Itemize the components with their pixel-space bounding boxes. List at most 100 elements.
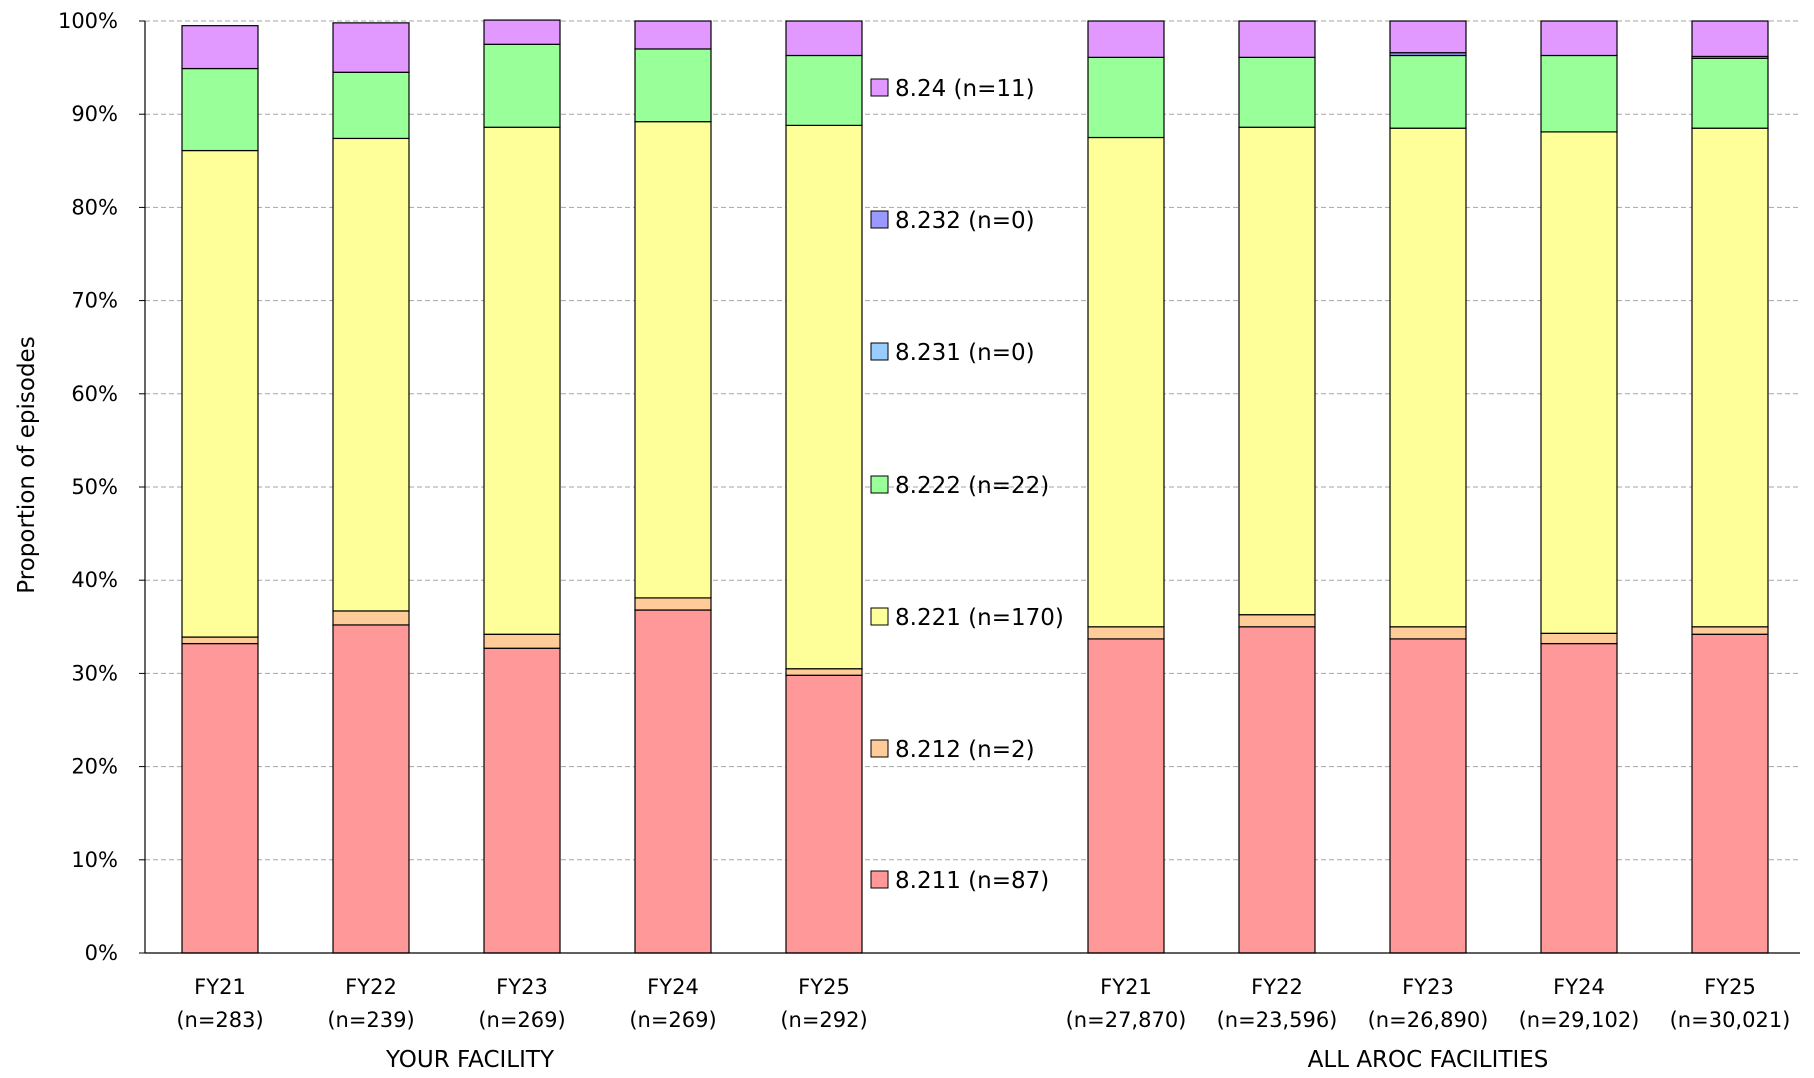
y-tick-label: 60% xyxy=(71,382,118,406)
bar-segment xyxy=(1389,54,1467,129)
bar-segment xyxy=(785,674,863,954)
bar-segment xyxy=(483,43,561,128)
x-category-count-label: (n=283) xyxy=(176,1008,263,1032)
bar-segment xyxy=(1691,127,1769,628)
legend-label: 8.211 (n=87) xyxy=(895,868,1049,894)
bar-segment xyxy=(332,137,410,612)
legend-label: 8.24 (n=11) xyxy=(895,76,1035,102)
bar-segment xyxy=(1540,20,1618,57)
gridlines xyxy=(145,20,1800,861)
bar-segment xyxy=(785,54,863,126)
bar-segment xyxy=(483,126,561,635)
legend-swatch xyxy=(870,607,889,626)
legend-label: 8.231 (n=0) xyxy=(895,340,1035,366)
x-category-count-label: (n=30,021) xyxy=(1670,1008,1791,1032)
bar-segment xyxy=(1087,638,1165,954)
bar-segment xyxy=(181,25,259,70)
x-category-label: FY21 xyxy=(194,975,246,999)
bar-segment xyxy=(1691,633,1769,954)
x-category-count-label: (n=269) xyxy=(629,1008,716,1032)
legend-swatch xyxy=(870,870,889,889)
x-category-count-label: (n=269) xyxy=(478,1008,565,1032)
bar-segment xyxy=(1087,56,1165,139)
x-category-label: FY25 xyxy=(1704,975,1756,999)
x-category-label: FY24 xyxy=(647,975,699,999)
bar-segment xyxy=(634,121,712,599)
x-category-count-label: (n=27,870) xyxy=(1066,1008,1187,1032)
bar-segment xyxy=(181,67,259,152)
axes xyxy=(139,20,1800,954)
bar-segment xyxy=(1087,136,1165,628)
y-tick-labels: 0% 10% 20% 30% 40% 50% 60% 70% 80% 90% 100% xyxy=(58,9,118,965)
legend-swatch xyxy=(870,739,889,758)
bar-segment xyxy=(332,22,410,73)
bar-segment xyxy=(785,668,863,676)
y-tick-label: 40% xyxy=(71,568,118,592)
x-category-label: FY22 xyxy=(345,975,397,999)
y-tick-label: 10% xyxy=(71,848,118,872)
group-labels: YOUR FACILITY ALL AROC FACILITIES xyxy=(385,1047,1548,1073)
bar-segment xyxy=(1540,54,1618,133)
legend-swatch xyxy=(870,475,889,494)
bar-segment xyxy=(1691,20,1769,58)
bar-segment xyxy=(332,71,410,140)
bar-segment xyxy=(1389,127,1467,628)
bar-segment xyxy=(332,624,410,954)
bar-segment xyxy=(1238,20,1316,58)
bar-segment xyxy=(483,19,561,45)
x-category-count-label: (n=292) xyxy=(780,1008,867,1032)
bar-segment xyxy=(1238,614,1316,628)
y-tick-label: 70% xyxy=(71,289,118,313)
y-tick-label: 0% xyxy=(85,941,118,965)
bar-segment xyxy=(1540,131,1618,634)
legend-label: 8.221 (n=170) xyxy=(895,605,1064,631)
bar-segment xyxy=(332,610,410,626)
y-tick-label: 90% xyxy=(71,102,118,126)
x-category-count-label: (n=23,596) xyxy=(1217,1008,1338,1032)
legend-label: 8.222 (n=22) xyxy=(895,473,1049,499)
x-category-label: FY22 xyxy=(1251,975,1303,999)
bar-segment xyxy=(634,48,712,123)
bar-segment xyxy=(1389,626,1467,640)
bar-segment xyxy=(1540,642,1618,954)
bar-segment xyxy=(785,20,863,57)
x-category-labels: FY21 (n=283) FY22 (n=239) FY23 (n=269) FY24 (n=… xyxy=(176,975,1790,1032)
bar-segment xyxy=(1389,638,1467,954)
bar-segment xyxy=(483,647,561,954)
bar-segment xyxy=(634,609,712,954)
bar-segment xyxy=(1389,20,1467,54)
bar-segment xyxy=(1238,626,1316,954)
bar-segment xyxy=(1238,126,1316,616)
group-label: YOUR FACILITY xyxy=(385,1047,555,1073)
x-category-count-label: (n=239) xyxy=(327,1008,414,1032)
bar-segment xyxy=(1238,56,1316,128)
legend-label: 8.232 (n=0) xyxy=(895,208,1035,234)
bar-segment xyxy=(181,636,259,645)
legend-swatch xyxy=(870,342,889,361)
x-category-label: FY24 xyxy=(1553,975,1605,999)
x-category-count-label: (n=26,890) xyxy=(1368,1008,1489,1032)
y-tick-label: 30% xyxy=(71,661,118,685)
x-category-label: FY23 xyxy=(496,975,548,999)
bars xyxy=(181,19,1769,954)
bar-segment xyxy=(1087,626,1165,640)
x-category-label: FY21 xyxy=(1100,975,1152,999)
y-tick-label: 80% xyxy=(71,195,118,219)
y-axis-title: Proportion of episodes xyxy=(14,336,40,593)
y-tick-label: 50% xyxy=(71,475,118,499)
x-category-count-label: (n=29,102) xyxy=(1519,1008,1640,1032)
y-tick-label: 100% xyxy=(58,9,118,33)
legend-swatch xyxy=(870,78,889,97)
bar-segment xyxy=(181,642,259,954)
legend: 8.24 (n=11) 8.232 (n=0) 8.231 (n=0) 8.222 (… xyxy=(870,76,1064,894)
bar-segment xyxy=(1087,20,1165,58)
x-category-label: FY25 xyxy=(798,975,850,999)
bar-segment xyxy=(483,633,561,649)
x-category-label: FY23 xyxy=(1402,975,1454,999)
bar-segment xyxy=(634,20,712,50)
bar-segment xyxy=(634,597,712,611)
bar-segment xyxy=(181,149,259,638)
bar-segment xyxy=(1540,632,1618,645)
legend-swatch xyxy=(870,210,889,229)
